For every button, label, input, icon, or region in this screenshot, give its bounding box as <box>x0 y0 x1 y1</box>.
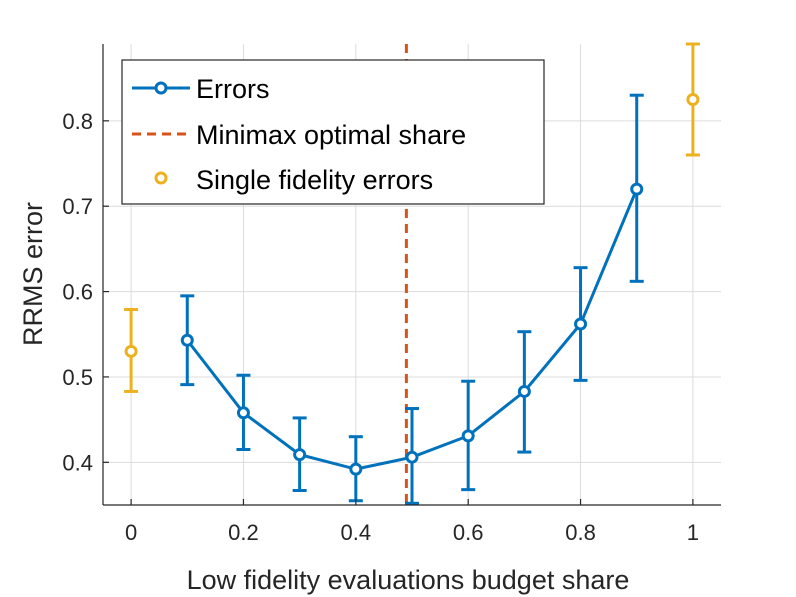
errors-point <box>630 182 644 196</box>
errors-point <box>293 448 307 462</box>
legend-single-label: Single fidelity errors <box>196 165 433 195</box>
legend-errors-label: Errors <box>196 74 270 104</box>
errors-point <box>517 384 531 398</box>
errors-point <box>574 317 588 331</box>
x-tick-label: 0.6 <box>453 520 484 545</box>
legend-box <box>121 59 545 205</box>
y-tick-label: 0.7 <box>62 194 93 219</box>
y-tick-label: 0.5 <box>62 365 93 390</box>
legend-single-marker <box>154 171 168 185</box>
x-tick-label: 0 <box>125 520 137 545</box>
x-tick-label: 0.2 <box>228 520 259 545</box>
errors-point <box>349 462 363 476</box>
x-tick-label: 0.4 <box>341 520 372 545</box>
x-tick-label: 0.8 <box>565 520 596 545</box>
y-tick-label: 0.4 <box>62 450 93 475</box>
errors-point <box>236 406 250 420</box>
x-axis-label: Low fidelity evaluations budget share <box>187 565 630 595</box>
y-tick-label: 0.8 <box>62 109 93 134</box>
errors-point <box>405 450 419 464</box>
legend-minimax-label: Minimax optimal share <box>196 120 466 150</box>
y-axis-label: RRMS error <box>18 202 48 346</box>
legend-errors-marker <box>154 81 168 95</box>
x-tick-label: 1 <box>687 520 699 545</box>
errors-point <box>180 333 194 347</box>
single-fidelity-errors-point <box>686 92 700 106</box>
axes: 0 0.2 0.4 0.6 0.8 1 0.4 0.5 0.6 0.7 0.8 <box>62 44 721 545</box>
y-tick-label: 0.6 <box>62 280 93 305</box>
legend: Errors Minimax optimal share Single fide… <box>121 59 545 205</box>
errors-point <box>461 429 475 443</box>
single-fidelity-errors-point <box>124 344 138 358</box>
